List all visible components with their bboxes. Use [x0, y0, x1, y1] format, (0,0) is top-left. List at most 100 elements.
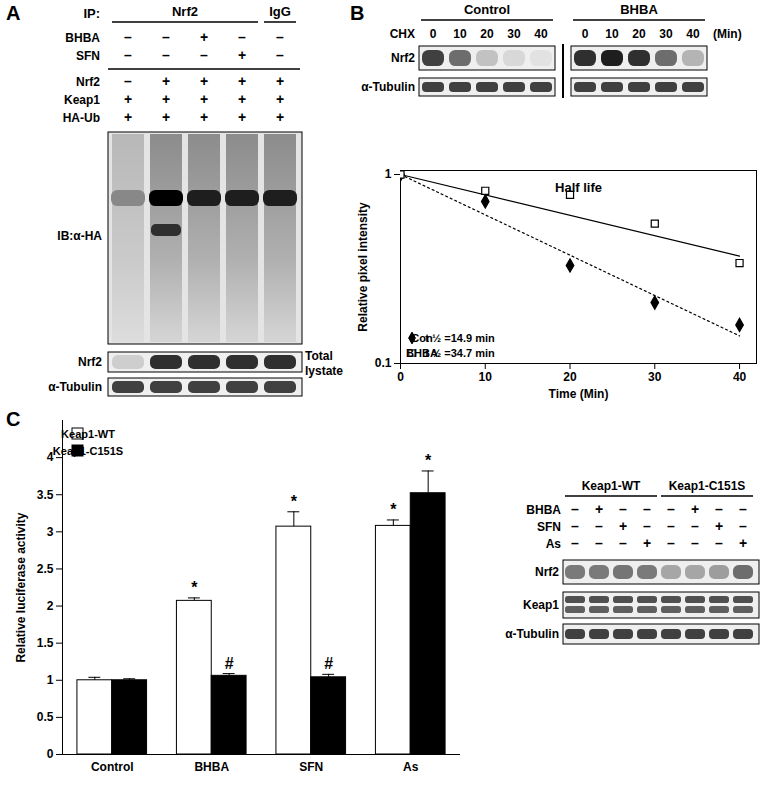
- svg-text:+: +: [276, 91, 284, 107]
- svg-text:–: –: [691, 535, 699, 551]
- svg-text:+: +: [715, 518, 723, 534]
- svg-text:–: –: [619, 535, 627, 551]
- svg-text:1.5: 1.5: [37, 636, 54, 650]
- svg-text:+: +: [691, 501, 699, 517]
- svg-text:+: +: [276, 73, 284, 89]
- svg-text:+: +: [595, 501, 603, 517]
- svg-text:+: +: [619, 518, 627, 534]
- svg-text:CHX: CHX: [390, 27, 415, 41]
- svg-text:+: +: [200, 29, 208, 45]
- svg-text:–: –: [595, 518, 603, 534]
- svg-text:40: 40: [534, 27, 548, 41]
- svg-text:+: +: [124, 109, 132, 125]
- svg-text:SFN: SFN: [537, 520, 561, 534]
- svg-text:2: 2: [47, 599, 54, 613]
- svg-text:Control: Control: [464, 2, 510, 17]
- svg-text:Keap1-WT: Keap1-WT: [582, 479, 641, 493]
- svg-text:+: +: [200, 73, 208, 89]
- svg-text:+: +: [162, 73, 170, 89]
- svg-text:Relative pixel intensity: Relative pixel intensity: [356, 202, 370, 332]
- svg-text:BHBA: BHBA: [65, 31, 100, 45]
- svg-text:–: –: [571, 535, 579, 551]
- svg-text:Keap1-C151S: Keap1-C151S: [53, 445, 123, 457]
- svg-text:+: +: [643, 535, 651, 551]
- svg-text:–: –: [667, 518, 675, 534]
- svg-text:+: +: [238, 47, 246, 63]
- svg-text:0: 0: [47, 747, 54, 761]
- svg-text:t ½ =14.9 min: t ½ =14.9 min: [425, 332, 495, 344]
- svg-text:0.1: 0.1: [375, 356, 392, 370]
- svg-text:SFN: SFN: [76, 49, 100, 63]
- svg-text:–: –: [200, 47, 208, 63]
- svg-text:+: +: [276, 109, 284, 125]
- svg-text:0: 0: [397, 370, 404, 384]
- svg-text:t ½ =34.7 min: t ½ =34.7 min: [425, 347, 495, 359]
- svg-text:Keap1-C151S: Keap1-C151S: [669, 479, 746, 493]
- svg-text:As: As: [546, 537, 562, 551]
- svg-text:#: #: [324, 655, 333, 672]
- svg-text:B: B: [350, 2, 364, 24]
- svg-text:Nrf2: Nrf2: [391, 51, 415, 65]
- svg-text:α-Tubulin: α-Tubulin: [361, 80, 415, 94]
- svg-text:–: –: [619, 501, 627, 517]
- svg-text:–: –: [124, 73, 132, 89]
- svg-text:3.5: 3.5: [37, 488, 54, 502]
- svg-text:(Min): (Min): [713, 27, 742, 41]
- svg-text:–: –: [124, 47, 132, 63]
- svg-text:–: –: [162, 29, 170, 45]
- svg-text:40: 40: [686, 27, 700, 41]
- svg-text:Nrf2: Nrf2: [535, 565, 559, 579]
- svg-text:+: +: [200, 109, 208, 125]
- svg-text:IgG: IgG: [269, 4, 291, 19]
- svg-text:Time (Min): Time (Min): [549, 387, 609, 401]
- svg-text:–: –: [667, 535, 675, 551]
- svg-text:*: *: [191, 579, 198, 596]
- svg-text:+: +: [238, 73, 246, 89]
- svg-text:+: +: [162, 109, 170, 125]
- svg-text:–: –: [595, 535, 603, 551]
- svg-text:–: –: [691, 518, 699, 534]
- svg-text:Half life: Half life: [555, 180, 602, 195]
- svg-text:SFN: SFN: [299, 760, 323, 774]
- svg-text:+: +: [124, 91, 132, 107]
- svg-text:As: As: [403, 760, 419, 774]
- svg-text:40: 40: [733, 370, 747, 384]
- svg-text:10: 10: [605, 27, 619, 41]
- svg-text:IB:α-HA: IB:α-HA: [57, 229, 102, 243]
- svg-text:30: 30: [659, 27, 673, 41]
- svg-text:*: *: [291, 493, 298, 510]
- svg-text:#: #: [225, 655, 234, 672]
- svg-text:Nrf2: Nrf2: [76, 75, 100, 89]
- svg-text:HA-Ub: HA-Ub: [63, 111, 100, 125]
- svg-text:–: –: [276, 29, 284, 45]
- svg-text:BHBA: BHBA: [194, 760, 229, 774]
- svg-text:–: –: [715, 501, 723, 517]
- svg-text:Keap1: Keap1: [523, 598, 559, 612]
- svg-text:20: 20: [563, 370, 577, 384]
- svg-text:+: +: [238, 91, 246, 107]
- svg-text:–: –: [739, 501, 747, 517]
- svg-text:+: +: [739, 535, 747, 551]
- svg-text:–: –: [276, 47, 284, 63]
- svg-text:3: 3: [47, 525, 54, 539]
- svg-text:*: *: [425, 452, 432, 469]
- svg-text:30: 30: [648, 370, 662, 384]
- svg-text:–: –: [739, 518, 747, 534]
- svg-text:20: 20: [632, 27, 646, 41]
- svg-text:–: –: [715, 535, 723, 551]
- svg-text:20: 20: [480, 27, 494, 41]
- svg-text:Relative luciferase activity: Relative luciferase activity: [14, 512, 28, 662]
- svg-text:10: 10: [479, 370, 493, 384]
- svg-text:Nrf2: Nrf2: [172, 4, 198, 19]
- svg-text:+: +: [200, 91, 208, 107]
- svg-text:A: A: [6, 2, 20, 24]
- svg-text:30: 30: [507, 27, 521, 41]
- svg-text:BHBA: BHBA: [620, 2, 658, 17]
- svg-text:+: +: [238, 109, 246, 125]
- svg-text:–: –: [238, 29, 246, 45]
- svg-text:–: –: [667, 501, 675, 517]
- svg-text:–: –: [124, 29, 132, 45]
- svg-text:1: 1: [47, 673, 54, 687]
- svg-text:Keap1-WT: Keap1-WT: [61, 428, 115, 440]
- svg-text:Control: Control: [91, 760, 134, 774]
